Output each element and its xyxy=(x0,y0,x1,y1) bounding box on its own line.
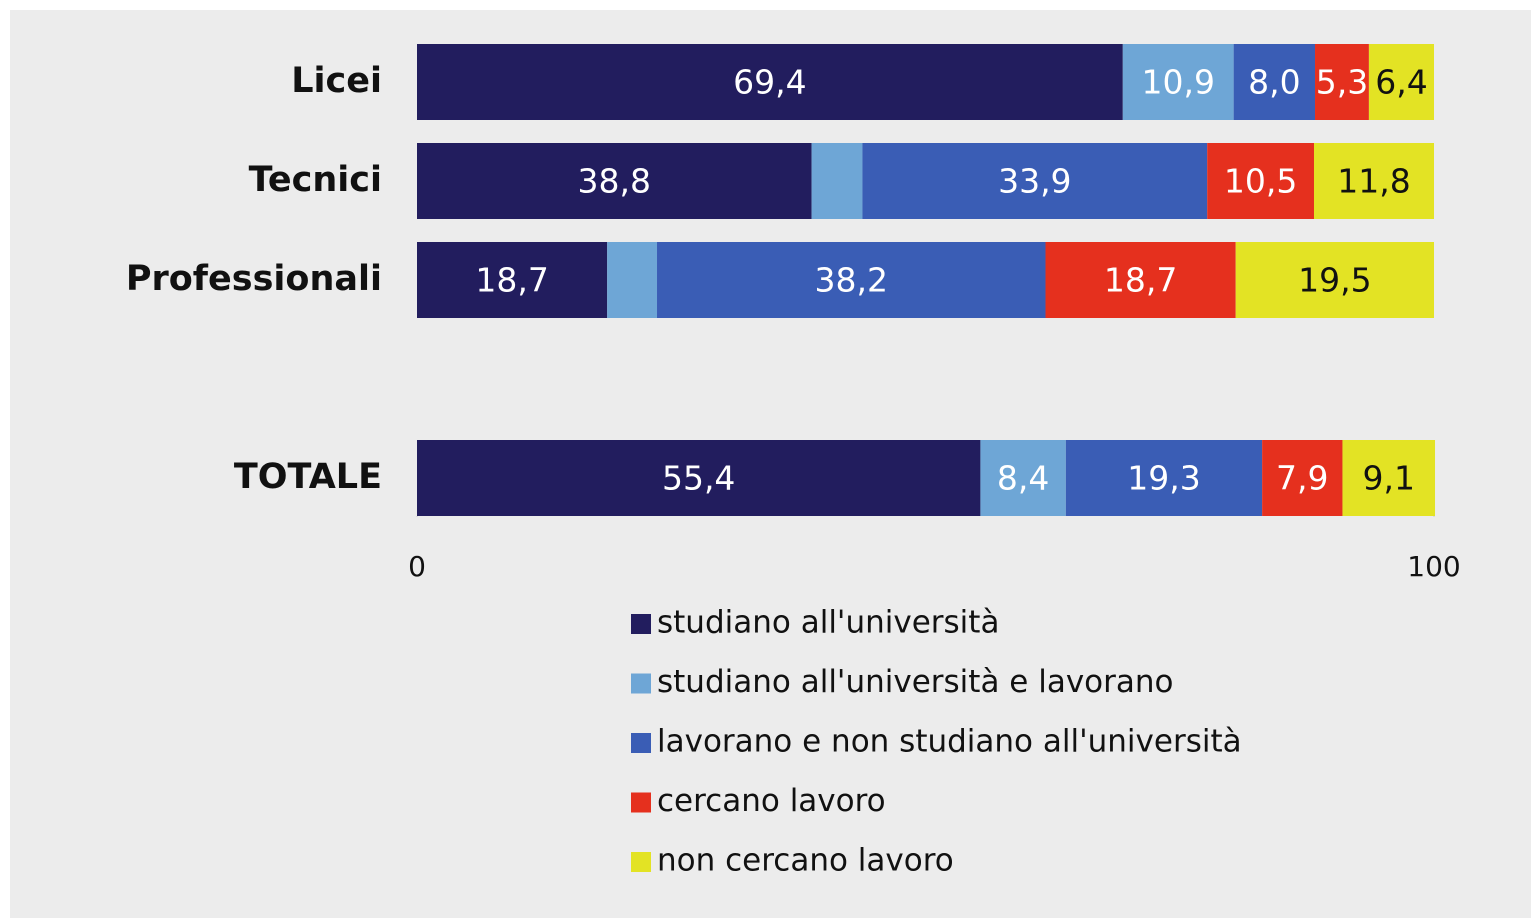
bar-segment xyxy=(1122,44,1234,120)
legend-swatch xyxy=(631,673,651,694)
data-label: 10,5 xyxy=(1224,162,1297,201)
data-label: 38,8 xyxy=(578,162,651,201)
bar-segment xyxy=(862,143,1208,219)
bar-segment xyxy=(1315,44,1369,120)
legend-label: lavorano e non studiano all'università xyxy=(657,724,1242,760)
bar-segment xyxy=(417,242,608,318)
data-label: 55,4 xyxy=(662,459,735,498)
bar-segment xyxy=(657,242,1046,318)
data-label: 11,8 xyxy=(1337,162,1410,201)
bar-segment xyxy=(607,242,658,318)
legend-label: cercano lavoro xyxy=(657,783,886,819)
legend-swatch xyxy=(631,614,651,634)
bar-segment xyxy=(811,143,863,219)
data-label: 6,4 xyxy=(1375,63,1427,102)
data-label: 9,1 xyxy=(1363,459,1415,498)
bar-segment xyxy=(1207,143,1314,219)
bar-segment xyxy=(417,143,812,219)
data-label: 8,4 xyxy=(997,459,1049,498)
data-label: 19,5 xyxy=(1298,261,1371,300)
bar-segment xyxy=(1065,440,1263,516)
bar-segment xyxy=(1313,143,1434,219)
data-label: 18,7 xyxy=(1104,261,1177,300)
data-label: 38,2 xyxy=(815,261,888,300)
x-tick-label: 0 xyxy=(408,550,426,583)
y-tick-label: Licei xyxy=(291,61,382,101)
data-label: 5,3 xyxy=(1316,63,1368,102)
y-tick-label: Tecnici xyxy=(249,160,382,200)
legend-swatch xyxy=(631,792,651,813)
bar-segment xyxy=(1262,440,1343,516)
data-label: 19,3 xyxy=(1127,459,1200,498)
bar-segment xyxy=(1045,242,1236,318)
bar-segment xyxy=(417,44,1123,120)
bar-segment xyxy=(1233,44,1316,120)
data-label: 8,0 xyxy=(1248,63,1300,102)
legend-label: non cercano lavoro xyxy=(657,843,954,879)
legend-swatch xyxy=(631,852,651,872)
data-label: 18,7 xyxy=(475,261,548,300)
data-label: 7,9 xyxy=(1276,459,1328,498)
x-tick-label: 100 xyxy=(1407,550,1460,583)
legend-swatch xyxy=(631,733,651,753)
bar-segment xyxy=(417,440,981,516)
data-label: 10,9 xyxy=(1141,63,1214,102)
legend-label: studiano all'università xyxy=(657,605,999,641)
data-label: 33,9 xyxy=(998,162,1071,201)
y-tick-label: TOTALE xyxy=(234,457,382,497)
bar-segment xyxy=(1235,242,1434,318)
legend-label: studiano all'università e lavorano xyxy=(657,664,1174,700)
bar-segment xyxy=(1368,44,1434,120)
y-tick-label: Professionali xyxy=(126,259,382,299)
bar-segment xyxy=(1342,440,1436,516)
bar-segment xyxy=(980,440,1066,516)
data-label: 69,4 xyxy=(733,63,806,102)
